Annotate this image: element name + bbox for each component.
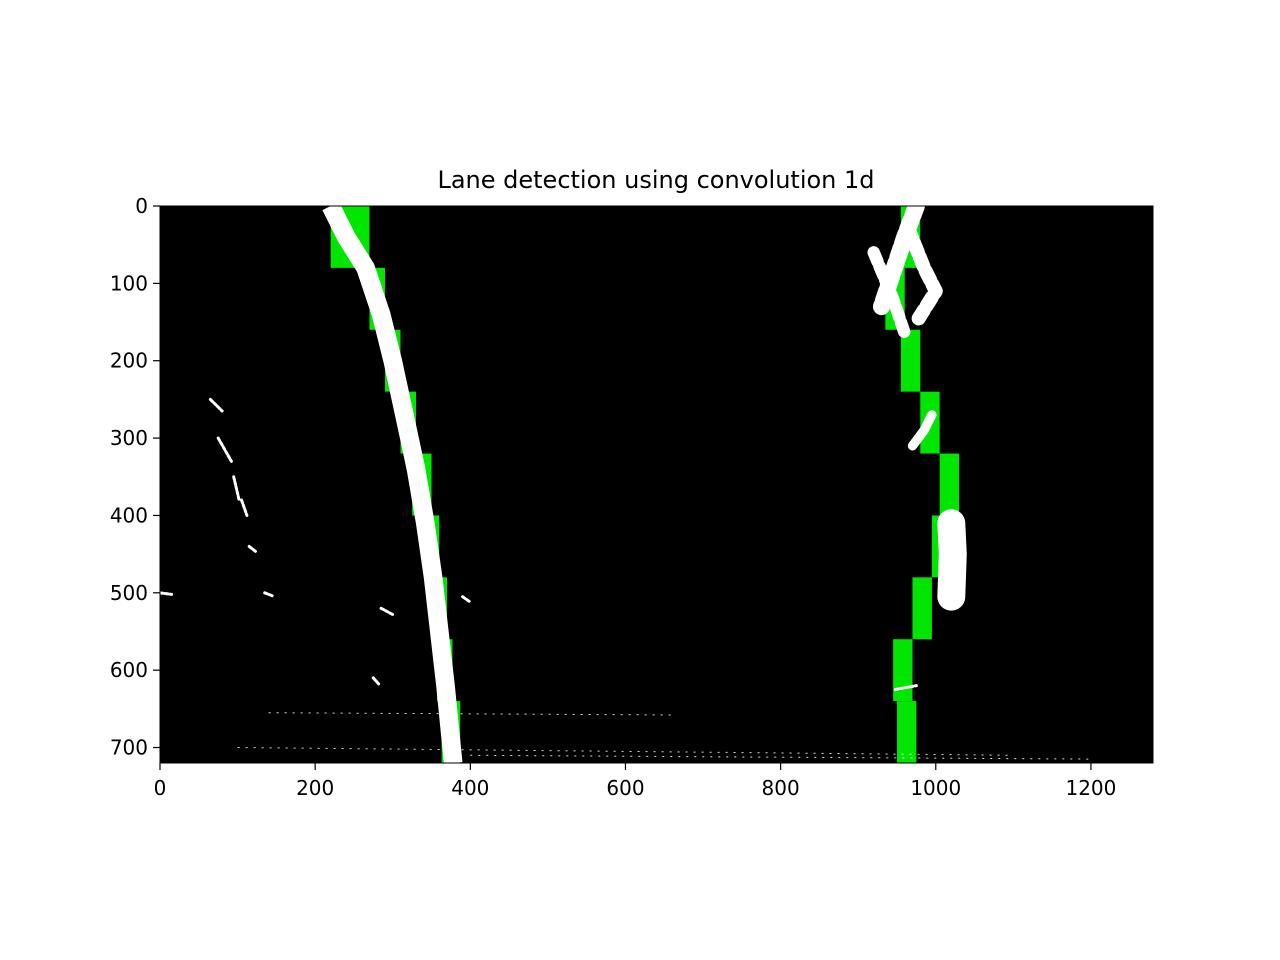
right-lane-segment-4	[937, 509, 967, 611]
noise-line-0	[268, 712, 673, 716]
noise-line-1	[237, 747, 1014, 756]
x-tick-label: 0	[154, 776, 167, 800]
right-window-8	[896, 701, 917, 763]
x-tick-label: 200	[296, 776, 334, 800]
x-tick-label: 1200	[1065, 776, 1116, 800]
noise-dash-6	[263, 591, 274, 598]
noise-dash-10	[160, 591, 174, 596]
noise-dash-9	[893, 684, 918, 691]
right-lane-segment-3	[907, 410, 937, 451]
left-lane-line	[322, 206, 463, 763]
right-window-2	[900, 329, 921, 392]
right-window-7	[893, 639, 913, 702]
y-tick-label: 600	[110, 658, 148, 682]
noise-dash-3	[240, 498, 249, 517]
y-tick-label: 300	[110, 426, 148, 450]
right-window-6	[912, 577, 932, 640]
noise-dash-2	[232, 475, 241, 502]
x-tick-label: 600	[606, 776, 644, 800]
y-tick-label: 0	[135, 194, 148, 218]
noise-dash-7	[379, 606, 395, 616]
plot-frame	[159, 205, 1154, 764]
x-tick-label: 400	[451, 776, 489, 800]
plot-background	[160, 206, 1153, 763]
y-tick-label: 200	[110, 349, 148, 373]
y-axis: 0 100 200 300 400 500 600 700	[110, 194, 160, 760]
y-tick-label: 400	[110, 503, 148, 527]
x-axis: 0 200 400 600 800 1000 1200	[154, 763, 1116, 800]
noise-dash-0	[208, 397, 224, 413]
right-lane-segment-1	[901, 222, 943, 329]
chart-title: Lane detection using convolution 1d	[437, 166, 874, 194]
x-tick-label: 800	[762, 776, 800, 800]
noise-dash-8	[461, 595, 472, 604]
detection-image	[160, 206, 1091, 763]
right-window-4	[939, 453, 960, 516]
noise-dash-5	[371, 676, 381, 686]
noise-dash-1	[216, 436, 233, 463]
y-tick-label: 100	[110, 271, 148, 295]
y-tick-label: 500	[110, 581, 148, 605]
x-tick-label: 1000	[910, 776, 961, 800]
right-lane-segment-2	[867, 246, 912, 340]
noise-dash-4	[247, 544, 259, 555]
y-tick-label: 700	[110, 736, 148, 760]
